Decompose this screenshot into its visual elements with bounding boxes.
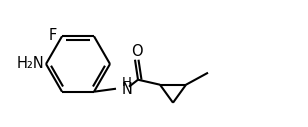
Text: N: N: [122, 82, 133, 97]
Text: F: F: [49, 28, 57, 43]
Text: H₂N: H₂N: [16, 57, 44, 72]
Text: O: O: [131, 44, 142, 59]
Text: H: H: [122, 76, 132, 89]
